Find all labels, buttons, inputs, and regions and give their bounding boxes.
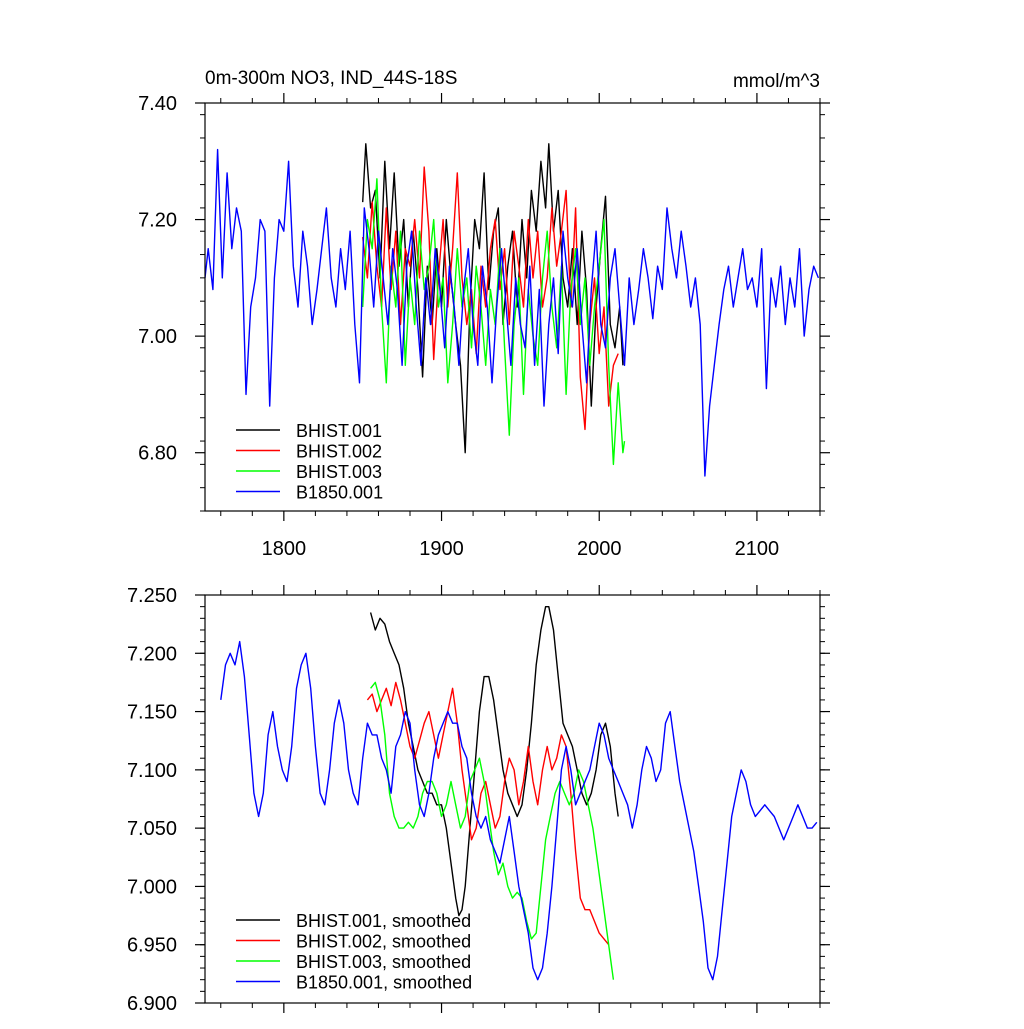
legend-label: BHIST.001 bbox=[296, 421, 382, 441]
series-line-3 bbox=[370, 681, 615, 980]
legend-label: BHIST.001, smoothed bbox=[296, 911, 471, 931]
legend-label: B1850.001, smoothed bbox=[296, 973, 472, 993]
bottom-panel: 6.900 6.950 7.000 7.050 7.100 7.150 7.200 7.250… bbox=[127, 585, 830, 1015]
y-tick-label: 6.950 bbox=[127, 935, 177, 957]
plot-frame bbox=[204, 102, 821, 512]
legend-label: BHIST.003 bbox=[296, 462, 382, 482]
y-tick-label: 7.250 bbox=[127, 585, 177, 607]
y-tick-label: 7.00 bbox=[138, 326, 177, 348]
series-line-2 bbox=[366, 681, 610, 946]
x-tick-label: 1800 bbox=[262, 538, 307, 560]
y-tick-label: 7.200 bbox=[127, 643, 177, 665]
y-tick-label: 6.80 bbox=[138, 443, 177, 465]
x-tick-label: 2000 bbox=[577, 538, 622, 560]
plot-frame bbox=[204, 594, 821, 1004]
legend-label: B1850.001 bbox=[296, 483, 383, 503]
top-panel: 0m-300m NO3, IND_44S-18S mmol/m^3 6.80 7.… bbox=[138, 68, 830, 560]
series-line-4 bbox=[205, 148, 820, 477]
x-tick-label: 2100 bbox=[735, 538, 780, 560]
x-tick-label: 1900 bbox=[419, 538, 464, 560]
chart-units: mmol/m^3 bbox=[733, 71, 820, 92]
y-tick-label: 7.20 bbox=[138, 210, 177, 232]
series-line-1 bbox=[369, 606, 619, 917]
y-tick-label: 7.000 bbox=[127, 876, 177, 898]
y-tick-label: 7.050 bbox=[127, 818, 177, 840]
chart-title: 0m-300m NO3, IND_44S-18S bbox=[205, 68, 457, 89]
y-tick-label: 6.900 bbox=[127, 993, 177, 1015]
y-tick-label: 7.40 bbox=[138, 93, 177, 115]
legend-label: BHIST.002 bbox=[296, 442, 382, 462]
series-line-4 bbox=[220, 640, 818, 981]
y-tick-label: 7.100 bbox=[127, 760, 177, 782]
legend-label: BHIST.003, smoothed bbox=[296, 952, 471, 972]
y-tick-label: 7.150 bbox=[127, 702, 177, 724]
legend-label: BHIST.002, smoothed bbox=[296, 932, 471, 952]
series-line-2 bbox=[362, 166, 619, 431]
